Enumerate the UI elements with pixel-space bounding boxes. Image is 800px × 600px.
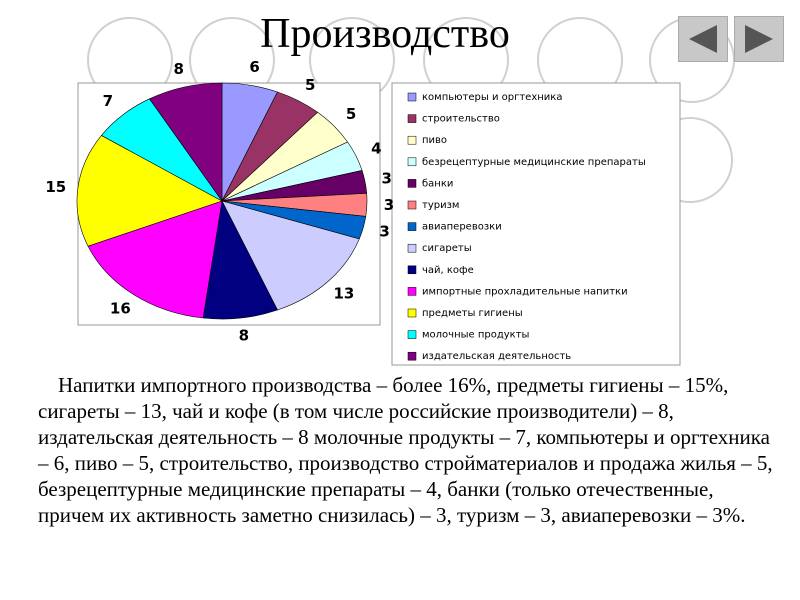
legend-swatch (407, 135, 417, 145)
next-icon (745, 25, 773, 53)
legend-swatch (407, 287, 417, 296)
legend-swatch (407, 114, 417, 123)
legend-label: предметы гигиены (422, 308, 523, 319)
legend-label: банки (422, 178, 453, 189)
data-label: 7 (103, 92, 113, 110)
legend-label: компьютеры и оргтехника (422, 92, 562, 103)
legend-swatch (407, 200, 417, 210)
legend-label: туризм (422, 200, 459, 211)
body-text: Напитки импортного производства – более … (38, 373, 773, 527)
data-label: 8 (174, 60, 184, 78)
prev-button[interactable] (678, 16, 728, 62)
legend-swatch (407, 179, 417, 188)
data-label: 15 (45, 178, 66, 196)
slide-title: Производство (260, 11, 510, 57)
pie-slice (149, 82, 223, 202)
data-label: 8 (239, 326, 249, 344)
data-label: 3 (379, 222, 389, 240)
legend-label: сигареты (422, 243, 472, 254)
legend-swatch (407, 243, 417, 253)
data-label: 16 (110, 299, 131, 317)
legend-swatch (407, 222, 417, 231)
legend-swatch (407, 92, 417, 102)
data-label: 3 (382, 169, 392, 187)
pie-slice (221, 200, 360, 311)
legend-label: пиво (422, 135, 447, 146)
data-label: 5 (346, 105, 356, 123)
pie-slice (87, 200, 223, 319)
pie-slice (76, 135, 223, 247)
legend-label: безрецептурные медицинские препараты (422, 157, 646, 168)
legend-label: издательская деятельность (422, 351, 571, 362)
legend-label: молочные продукты (422, 330, 529, 341)
data-label: 13 (333, 284, 354, 302)
data-label: 5 (305, 76, 315, 94)
legend-swatch (407, 330, 417, 339)
data-label: 3 (384, 196, 394, 214)
legend-label: авиаперевозки (422, 222, 502, 233)
legend-label: строительство (422, 114, 500, 125)
legend-swatch (407, 157, 417, 167)
legend-label: импортные прохладительные напитки (422, 286, 628, 297)
prev-icon (689, 25, 717, 53)
legend-swatch (407, 265, 417, 275)
data-label: 4 (371, 139, 381, 157)
data-label: 6 (249, 58, 259, 76)
legend-swatch (407, 351, 417, 361)
legend-box (391, 82, 681, 366)
next-button[interactable] (734, 16, 784, 62)
legend-label: чай, кофе (422, 265, 474, 276)
legend-swatch (407, 308, 417, 318)
